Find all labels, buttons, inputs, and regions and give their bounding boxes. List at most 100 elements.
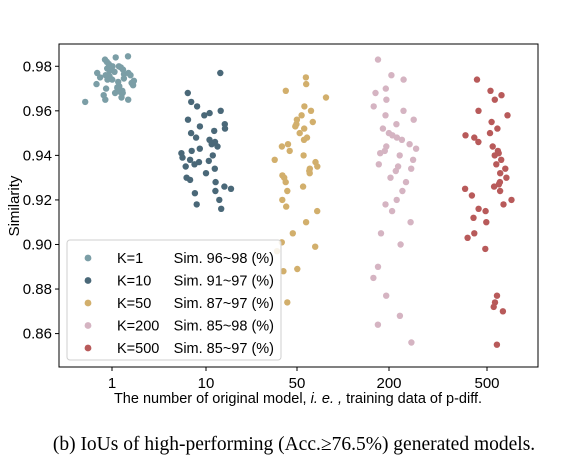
legend-sim-range: Sim. 96~98 (%) [174,251,274,267]
data-point [314,207,321,215]
data-point [502,165,509,172]
y-tick-label: 0.96 [23,103,52,120]
data-point [299,183,307,190]
data-point [217,69,224,77]
data-point [192,134,200,141]
data-point [475,138,482,146]
data-point [191,161,198,168]
data-point [102,72,109,79]
data-point [482,245,489,253]
data-point [284,141,292,148]
data-point [377,230,385,237]
data-point [498,156,505,163]
data-point [388,207,396,215]
data-point [397,241,404,248]
data-point [392,167,399,175]
x-axis-label-part-1: The number of original model, [114,391,311,407]
data-point [282,87,289,95]
data-point [382,85,389,92]
y-axis: 0.86 0.88 0.90 0.92 0.94 0.96 0.98 [23,58,59,343]
data-point [475,107,482,115]
x-axis-label-part-3: training data of p-diff. [342,391,482,407]
data-point [186,156,194,163]
data-point [196,123,204,130]
y-tick-label: 0.90 [23,236,52,253]
data-point [400,107,407,115]
data-point [471,134,478,141]
data-point [218,205,225,212]
data-point [496,187,504,195]
data-point [475,205,482,212]
data-point [112,54,119,61]
data-point [491,152,498,159]
data-point [375,161,382,168]
data-point [493,161,500,168]
x-tick-label: 50 [289,375,306,392]
data-point [393,134,401,141]
data-point [412,145,420,152]
data-point [387,174,394,181]
data-point [188,98,195,106]
data-point [211,165,218,172]
x-axis-label: The number of original model, i. e. , tr… [114,391,482,407]
data-point [388,72,395,79]
legend-series-name: K=10 [117,274,151,290]
data-point [188,147,195,155]
data-point [370,103,377,110]
data-point [191,190,199,197]
data-point [301,103,308,110]
data-point [302,74,310,81]
data-point [488,118,495,126]
data-point [382,201,389,208]
data-point [498,92,505,99]
data-point [494,125,501,132]
data-point [468,192,476,199]
data-point [303,80,310,88]
data-point [211,127,218,135]
data-point [464,234,471,241]
data-point [503,174,510,181]
data-point [487,87,494,95]
legend-series-name: K=1 [117,251,143,267]
data-point [410,116,417,123]
data-point [221,183,228,190]
data-point [94,69,101,77]
data-point [399,187,406,195]
figure-caption: (b) IoUs of high-performing (Acc.≥76.5%)… [53,434,535,455]
data-point [187,129,195,137]
data-point [382,112,389,119]
y-tick-label: 0.94 [23,147,52,164]
data-point [409,156,417,163]
data-point [370,274,377,282]
legend-marker [84,277,92,284]
data-point [179,154,186,161]
data-point [377,150,384,157]
data-point [209,152,216,159]
data-point [462,132,469,139]
data-point [406,141,413,148]
data-point [408,165,415,172]
y-tick-label: 0.92 [23,192,52,209]
data-point [372,89,379,97]
data-point [193,103,201,110]
data-point [184,116,192,123]
x-axis-label-part-2: i. e. , [311,391,342,407]
data-point [212,178,219,186]
data-point [482,207,489,215]
data-point [470,214,477,221]
data-point [283,203,290,210]
data-point [491,96,498,103]
data-point [294,265,301,273]
y-tick-label: 0.88 [23,281,52,298]
data-point [500,201,507,208]
legend-marker [84,322,92,329]
data-point [196,145,203,152]
legend-sim-range: Sim. 87~97 (%) [174,296,274,312]
data-point [212,187,219,195]
data-point [124,53,132,60]
data-point [383,96,390,103]
data-point [402,178,410,186]
data-point [493,292,501,299]
data-point [374,263,382,270]
data-point [499,308,507,315]
